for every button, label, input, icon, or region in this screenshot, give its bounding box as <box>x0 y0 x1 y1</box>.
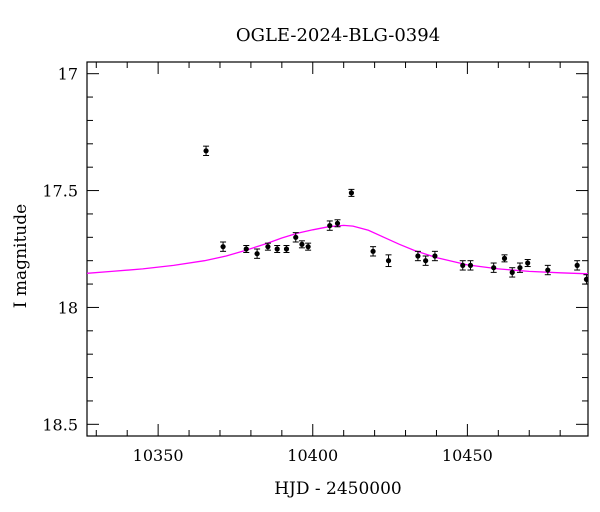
data-point <box>490 262 497 273</box>
data-point-marker <box>517 265 523 271</box>
data-point <box>370 246 377 257</box>
data-point-marker <box>370 248 376 254</box>
data-point-marker <box>327 223 333 229</box>
y-tick-label: 18 <box>58 298 78 317</box>
data-point-marker <box>467 262 474 268</box>
data-point-marker <box>220 244 226 250</box>
data-point-marker <box>583 276 588 282</box>
data-point-marker <box>415 253 421 259</box>
x-tick-label: 10350 <box>133 446 184 465</box>
data-point <box>274 244 281 254</box>
data-point <box>254 248 261 259</box>
data-point <box>283 244 290 254</box>
data-point-marker <box>385 258 392 264</box>
y-axis-label: I magnitude <box>11 204 31 308</box>
data-point-marker <box>501 255 508 261</box>
data-point <box>203 145 210 156</box>
model-curve <box>87 224 588 275</box>
data-point <box>516 262 523 273</box>
data-point-marker <box>574 262 580 268</box>
data-point <box>524 259 531 268</box>
data-point-marker <box>509 269 515 275</box>
data-point-marker <box>243 246 249 252</box>
data-point <box>414 250 421 262</box>
data-point-marker <box>460 262 466 268</box>
data-point-marker <box>254 251 260 257</box>
data-point-marker <box>423 258 429 264</box>
y-tick-label: 17 <box>58 65 78 84</box>
data-point-marker <box>348 190 355 196</box>
data-point <box>334 219 341 228</box>
data-point <box>509 267 516 278</box>
x-tick-label: 10400 <box>287 446 338 465</box>
data-point-marker <box>545 267 551 273</box>
data-point-marker <box>274 246 280 252</box>
y-tick-label: 17.5 <box>42 182 78 201</box>
data-point <box>574 260 581 271</box>
chart-title: OGLE-2024-BLG-0394 <box>236 25 440 46</box>
data-point <box>348 188 355 197</box>
data-point-marker <box>525 260 531 266</box>
plot-frame <box>86 61 589 437</box>
data-point <box>431 250 438 262</box>
data-point <box>243 244 250 254</box>
data-point-marker <box>203 148 209 154</box>
data-point-marker <box>305 244 311 250</box>
plot-inner <box>87 145 588 285</box>
data-point <box>467 260 474 271</box>
data-point <box>459 260 466 271</box>
data-point <box>305 242 312 251</box>
data-point <box>298 240 305 249</box>
data-point <box>220 241 227 252</box>
data-point-marker <box>491 265 497 271</box>
y-tick-label: 18.5 <box>42 415 78 434</box>
data-point-marker <box>265 244 271 250</box>
data-point <box>326 220 333 231</box>
data-point <box>422 255 429 266</box>
data-point-marker <box>334 220 341 226</box>
data-point-marker <box>293 234 299 240</box>
data-point <box>385 254 392 268</box>
data-point <box>501 254 508 263</box>
data-point-marker <box>283 246 290 252</box>
data-point <box>544 264 551 276</box>
data-point-marker <box>299 241 305 247</box>
data-point <box>583 274 588 285</box>
x-axis-label: HJD - 2450000 <box>274 479 402 499</box>
x-tick-label: 10450 <box>442 446 493 465</box>
data-point <box>264 242 271 251</box>
data-point-marker <box>432 253 438 259</box>
data-point <box>292 232 299 243</box>
